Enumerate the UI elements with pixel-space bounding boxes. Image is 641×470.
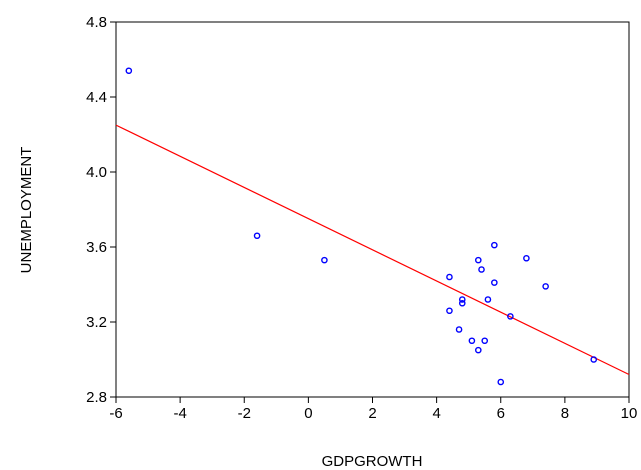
data-point	[458, 296, 466, 303]
y-tick-label: 4.8	[86, 14, 107, 31]
y-axis-title: UNEMPLOYMENT	[18, 147, 35, 274]
plot-frame	[115, 21, 630, 398]
x-axis-ticks: -6 -4 -2 0 2 4 6 8 10	[109, 397, 637, 422]
x-axis-title: GDPGROWTH	[322, 453, 423, 470]
data-point	[475, 346, 482, 354]
y-tick-label: 4.0	[86, 164, 107, 181]
data-point	[542, 283, 549, 290]
data-point	[478, 266, 485, 273]
data-points	[125, 67, 598, 386]
data-point	[455, 326, 463, 333]
data-point	[125, 67, 133, 75]
data-point	[497, 378, 505, 386]
data-point	[523, 254, 530, 262]
data-point	[491, 279, 498, 286]
x-tick-label: 8	[561, 405, 569, 422]
data-point	[468, 337, 476, 345]
data-point	[321, 256, 328, 264]
y-tick-label: 2.8	[86, 389, 107, 406]
y-tick-label: 4.4	[86, 89, 107, 106]
data-point	[481, 337, 489, 345]
y-tick-label: 3.2	[86, 314, 107, 331]
data-point	[253, 232, 261, 240]
data-point	[446, 273, 453, 281]
data-point	[590, 356, 598, 363]
x-tick-label: -6	[109, 405, 122, 422]
data-point	[484, 296, 492, 303]
x-tick-label: 10	[621, 405, 638, 422]
data-point	[446, 307, 453, 315]
regression-line	[115, 124, 630, 376]
x-tick-label: 0	[304, 405, 312, 422]
data-point	[458, 299, 466, 307]
data-point	[475, 256, 482, 264]
y-axis-ticks: 2.8 3.2 3.6 4.0 4.4 4.8	[86, 14, 116, 406]
x-tick-label: 4	[432, 405, 440, 422]
x-tick-label: 2	[368, 405, 376, 422]
x-tick-label: 6	[497, 405, 505, 422]
y-tick-label: 3.6	[86, 239, 107, 256]
x-tick-label: -2	[238, 405, 251, 422]
data-point	[507, 313, 514, 320]
data-point	[491, 241, 498, 249]
x-tick-label: -4	[173, 405, 186, 422]
